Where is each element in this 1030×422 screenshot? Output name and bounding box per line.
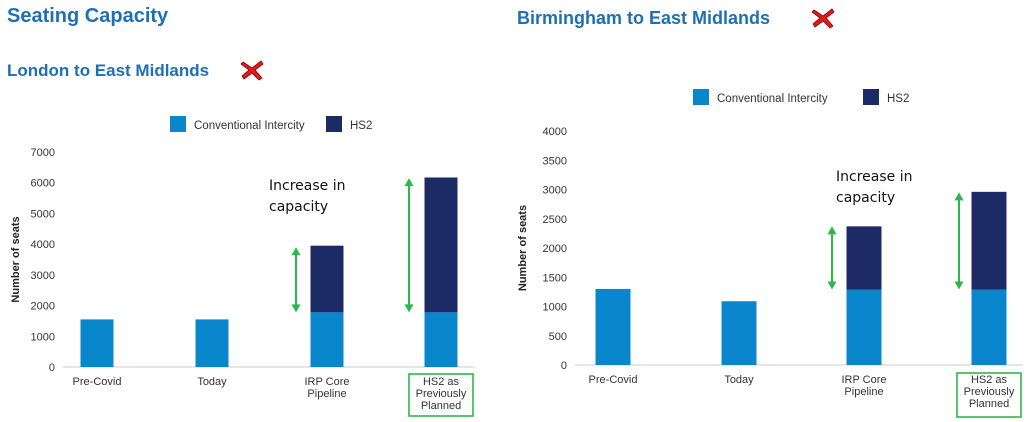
legend-label: HS2	[887, 93, 909, 105]
y-tick-label: 3500	[543, 155, 567, 167]
y-tick-label: 6000	[31, 178, 55, 190]
bar	[310, 312, 344, 367]
bar	[846, 289, 882, 365]
right-chart-title: Birmingham to East Midlands	[517, 8, 771, 28]
y-tick-label: 500	[549, 331, 567, 343]
y-axis-label: Number of seats	[517, 205, 529, 291]
x-tick-label: Pre-Covid	[73, 376, 122, 388]
legend-label: HS2	[350, 120, 372, 132]
arrow-head	[954, 281, 964, 290]
y-tick-label: 3000	[543, 185, 567, 197]
legend-swatch	[326, 116, 342, 132]
annotation-text: capacity	[269, 199, 328, 215]
y-tick-label: 5000	[31, 208, 55, 220]
x-tick-label: HS2 as Previously Planned	[416, 376, 467, 412]
legend-swatch	[693, 89, 709, 105]
x-tick-label: Today	[197, 376, 227, 388]
y-tick-label: 4000	[31, 239, 55, 251]
y-axis-label: Number of seats	[10, 216, 22, 302]
highlight-box	[956, 372, 1022, 418]
annotation-text: capacity	[836, 190, 895, 206]
x-tick-label: HS2 as Previously Planned	[964, 374, 1015, 410]
y-tick-label: 2000	[31, 301, 55, 313]
y-tick-label: 0	[561, 360, 567, 372]
y-tick-label: 1000	[31, 331, 55, 343]
x-tick-label: Pre-Covid	[589, 374, 638, 386]
bar	[310, 245, 344, 313]
bar	[971, 191, 1007, 290]
x-tick-label: IRP Core Pipeline	[304, 376, 349, 400]
x-tick-label: IRP Core Pipeline	[841, 374, 886, 398]
arrow-head	[827, 226, 837, 235]
arrow-head	[404, 178, 414, 187]
bar	[80, 319, 114, 367]
y-tick-label: 2000	[543, 243, 567, 255]
bar	[971, 289, 1007, 365]
legend-swatch	[863, 89, 879, 105]
left-chart-title: London to East Midlands	[7, 61, 210, 80]
arrow-head	[291, 304, 301, 313]
arrow-head	[827, 281, 837, 290]
arrow-head	[954, 192, 964, 201]
x-tick-label: Today	[724, 374, 754, 386]
y-tick-label: 3000	[31, 270, 55, 282]
annotation-text: Increase in	[269, 178, 345, 194]
bar	[846, 226, 882, 290]
y-tick-label: 0	[49, 362, 55, 374]
bar	[424, 177, 458, 313]
arrow-head	[291, 247, 301, 256]
y-tick-label: 7000	[31, 147, 55, 159]
y-tick-label: 2500	[543, 214, 567, 226]
bar	[424, 312, 458, 367]
annotation-text: Increase in	[836, 169, 912, 185]
arrow-head	[404, 304, 414, 313]
y-tick-label: 1000	[543, 302, 567, 314]
legend-label: Conventional Intercity	[717, 93, 828, 105]
highlight-box	[408, 373, 474, 417]
bar	[721, 301, 757, 365]
red-cross-icon	[811, 8, 835, 29]
red-cross-icon	[240, 60, 264, 81]
legend-label: Conventional Intercity	[194, 120, 305, 132]
page-title: Seating Capacity	[7, 5, 169, 27]
bar	[595, 288, 631, 365]
y-tick-label: 1500	[543, 272, 567, 284]
legend-swatch	[170, 116, 186, 132]
bar	[195, 319, 229, 367]
y-tick-label: 4000	[543, 126, 567, 138]
